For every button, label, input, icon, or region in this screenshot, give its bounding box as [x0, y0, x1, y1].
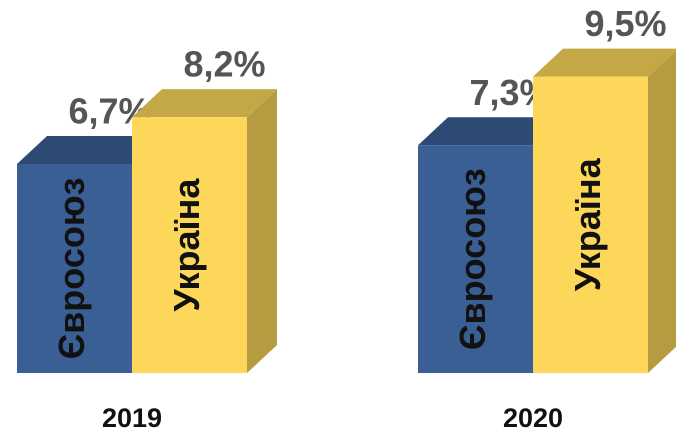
series-name: Євросоюз — [452, 168, 493, 350]
bar — [17, 163, 132, 373]
bar-top — [533, 48, 676, 77]
bar-side — [648, 50, 676, 373]
bar-top — [17, 135, 162, 164]
x-tick-label: 2019 — [102, 403, 162, 433]
bar-top — [418, 117, 563, 146]
series-name: Україна — [567, 157, 608, 291]
bar-top — [132, 89, 277, 118]
bar — [132, 117, 247, 373]
value-label: 9,5% — [584, 3, 666, 44]
series-name: Євросоюз — [51, 178, 92, 360]
bar — [533, 76, 648, 373]
bar — [418, 145, 533, 373]
value-label: 8,2% — [183, 44, 265, 85]
x-tick-label: 2020 — [503, 403, 563, 433]
series-name: Україна — [166, 178, 207, 312]
bar-side — [247, 89, 277, 373]
